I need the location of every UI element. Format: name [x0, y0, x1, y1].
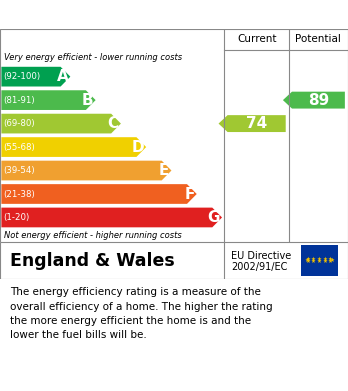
Text: A: A — [56, 69, 68, 84]
Text: 2002/91/EC: 2002/91/EC — [231, 262, 288, 272]
Text: G: G — [207, 210, 220, 225]
Polygon shape — [219, 115, 286, 132]
Text: ★: ★ — [323, 257, 328, 262]
Text: Not energy efficient - higher running costs: Not energy efficient - higher running co… — [4, 231, 182, 240]
Polygon shape — [1, 137, 146, 157]
Text: ★: ★ — [317, 259, 322, 264]
Text: ★: ★ — [306, 259, 311, 264]
Polygon shape — [1, 184, 197, 204]
Text: Potential: Potential — [295, 34, 341, 45]
Text: E: E — [159, 163, 169, 178]
Text: ★: ★ — [311, 257, 316, 262]
Text: ★: ★ — [323, 259, 328, 264]
Bar — [301, 245, 338, 276]
Text: 74: 74 — [246, 116, 267, 131]
Polygon shape — [1, 208, 222, 227]
Text: (21-38): (21-38) — [3, 190, 35, 199]
Text: B: B — [82, 93, 94, 108]
Text: (39-54): (39-54) — [3, 166, 35, 175]
Text: C: C — [108, 116, 119, 131]
Text: D: D — [132, 140, 144, 154]
Text: The energy efficiency rating is a measure of the
overall efficiency of a home. T: The energy efficiency rating is a measur… — [10, 287, 273, 341]
Polygon shape — [1, 114, 121, 133]
Text: 89: 89 — [308, 93, 329, 108]
Text: (69-80): (69-80) — [3, 119, 35, 128]
Text: EU Directive: EU Directive — [231, 251, 292, 261]
Text: Current: Current — [237, 34, 276, 45]
Text: (1-20): (1-20) — [3, 213, 30, 222]
Text: ★: ★ — [311, 259, 316, 264]
Text: ★: ★ — [304, 258, 309, 263]
Text: ★: ★ — [317, 257, 322, 262]
Text: ★: ★ — [306, 257, 311, 262]
Text: ★: ★ — [329, 258, 334, 263]
Text: Energy Efficiency Rating: Energy Efficiency Rating — [10, 5, 239, 23]
Polygon shape — [1, 67, 70, 86]
Polygon shape — [283, 91, 345, 109]
Text: Very energy efficient - lower running costs: Very energy efficient - lower running co… — [4, 53, 182, 62]
Polygon shape — [1, 90, 96, 110]
Text: (81-91): (81-91) — [3, 96, 35, 105]
Text: (55-68): (55-68) — [3, 143, 35, 152]
Polygon shape — [1, 161, 172, 180]
Text: (92-100): (92-100) — [3, 72, 41, 81]
Text: F: F — [184, 187, 195, 201]
Text: England & Wales: England & Wales — [10, 251, 175, 270]
Text: ★: ★ — [327, 259, 332, 264]
Text: ★: ★ — [327, 257, 332, 262]
